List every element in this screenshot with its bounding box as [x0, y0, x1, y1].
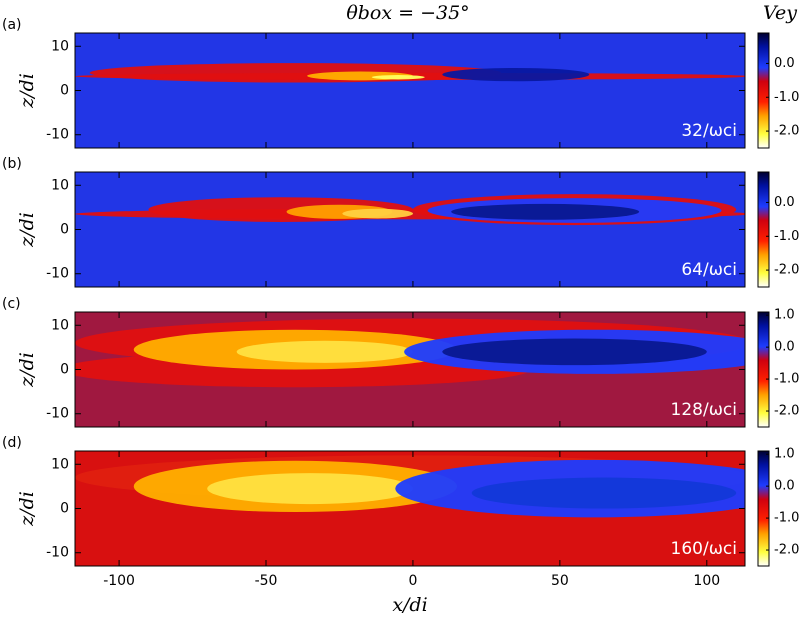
colorbar-tick-label: 0.0: [774, 195, 795, 210]
y-tick-label: -10: [46, 266, 69, 282]
heatmap-region: [442, 67, 590, 82]
time-label: 32/ωci: [681, 121, 737, 141]
heatmap-region: [471, 477, 737, 509]
colorbar-tick-label: -1.0: [774, 372, 799, 387]
panel-label: (b): [2, 156, 22, 172]
heatmap: [75, 172, 745, 287]
y-label: z/di: [16, 491, 38, 527]
colorbar: [757, 311, 770, 428]
colorbar: [757, 32, 770, 149]
heatmap: [75, 33, 745, 148]
colorbar-tick-label: 0.0: [774, 479, 795, 494]
heatmap-region: [442, 338, 707, 366]
colorbar-tick-label: 0.0: [774, 56, 795, 71]
colorbar-tick-label: 1.0: [774, 447, 795, 462]
y-label: z/di: [16, 73, 38, 109]
colorbar: [757, 450, 770, 567]
y-tick-label: 10: [51, 317, 69, 333]
colorbar-tick-label: 1.0: [774, 308, 795, 323]
colorbar-tick-label: -1.0: [774, 511, 799, 526]
time-label: 64/ωci: [681, 260, 737, 280]
heatmap: [75, 312, 745, 427]
time-label: 160/ωci: [671, 539, 737, 559]
x-tick-label: 50: [551, 573, 569, 589]
colorbar-tick-label: -2.0: [774, 404, 799, 419]
panel-label: (c): [2, 296, 21, 312]
colorbar-label: Vey: [763, 2, 797, 24]
y-tick-label: 10: [51, 456, 69, 472]
colorbar-tick-label: -1.0: [774, 229, 799, 244]
x-tick-label: -100: [103, 573, 135, 589]
y-tick-label: -10: [46, 127, 69, 143]
colorbar: [757, 171, 770, 288]
heatmap-bg: [75, 172, 745, 287]
y-label: z/di: [16, 352, 38, 388]
x-tick-label: -50: [255, 573, 278, 589]
y-tick-label: 10: [51, 38, 69, 54]
y-tick-label: 0: [60, 222, 69, 238]
heatmap-bg: [75, 33, 745, 148]
heatmap-region: [342, 208, 413, 219]
colorbar-tick-label: -1.0: [774, 90, 799, 105]
colorbar-tick-label: -2.0: [774, 263, 799, 278]
y-tick-label: 0: [60, 501, 69, 517]
y-tick-label: 0: [60, 362, 69, 378]
x-tick-label: 0: [408, 573, 417, 589]
colorbar-tick-label: 0.0: [774, 340, 795, 355]
heatmap-region: [236, 340, 413, 363]
y-tick-label: 0: [60, 83, 69, 99]
y-tick-label: -10: [46, 545, 69, 561]
heatmap-region: [451, 203, 640, 220]
colorbar-tick-label: -2.0: [774, 124, 799, 139]
y-label: z/di: [16, 212, 38, 248]
heatmap-region: [207, 473, 413, 505]
heatmap-region: [371, 75, 425, 80]
time-label: 128/ωci: [671, 400, 737, 420]
y-tick-label: 10: [51, 177, 69, 193]
y-tick-label: -10: [46, 406, 69, 422]
heatmap: [75, 451, 745, 566]
panel-label: (d): [2, 435, 22, 451]
title: θbox = −35°: [346, 2, 469, 24]
panel-label: (a): [2, 17, 22, 33]
x-label: x/di: [392, 594, 427, 616]
colorbar-tick-label: -2.0: [774, 543, 799, 558]
x-tick-label: 100: [693, 573, 720, 589]
